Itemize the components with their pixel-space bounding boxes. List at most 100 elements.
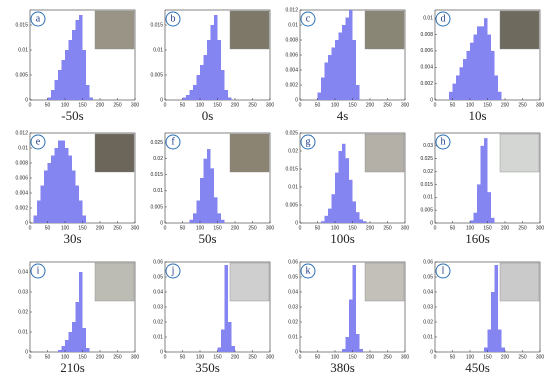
panel-caption: 0s — [202, 108, 214, 123]
histogram-bar — [338, 151, 342, 223]
histogram-bar — [352, 201, 356, 223]
panel-letter: j — [171, 265, 175, 276]
panel-letter-circle — [300, 134, 316, 150]
histogram-bar — [321, 221, 325, 223]
y-tick-label: 0.01 — [288, 22, 298, 28]
y-tick-label: 0 — [25, 97, 28, 103]
y-tick-label: 0.002 — [420, 81, 433, 87]
x-tick-label: 200 — [96, 102, 105, 108]
x-tick-label: 150 — [348, 102, 357, 108]
histogram-bar — [72, 30, 76, 100]
panel-caption: 380s — [330, 360, 355, 375]
histogram-bar — [200, 65, 204, 100]
panel-letter-circle — [165, 134, 181, 150]
y-tick-label: 0.015 — [285, 166, 298, 172]
histogram-bar — [82, 328, 86, 352]
x-tick-label: 50 — [45, 102, 51, 108]
histogram-bar — [352, 265, 356, 352]
histogram-bar — [203, 158, 207, 223]
histogram-bar — [459, 67, 463, 100]
inset-photo — [94, 262, 135, 302]
histogram-bar — [491, 217, 495, 223]
x-tick-label: 200 — [501, 102, 510, 108]
histogram-bar — [207, 40, 211, 100]
histogram-bar — [449, 91, 453, 100]
y-tick-label: 0.02 — [153, 156, 163, 162]
inset-photo — [364, 133, 405, 173]
y-tick-label: 0.005 — [150, 204, 163, 210]
y-tick-label: 0.025 — [285, 130, 298, 136]
x-tick-label: 150 — [483, 102, 492, 108]
x-tick-label: 50 — [180, 354, 186, 360]
x-tick-label: 50 — [315, 102, 321, 108]
x-tick-label: 100 — [61, 225, 70, 231]
y-tick-label: 0 — [25, 349, 28, 355]
histogram-bar — [58, 70, 62, 100]
histogram-bar — [72, 322, 76, 352]
x-tick-label: 300 — [401, 102, 410, 108]
histogram-bar — [75, 302, 79, 352]
panel-letter: k — [306, 265, 311, 276]
x-tick-label: 50 — [180, 225, 186, 231]
histogram-bar — [470, 42, 474, 100]
histogram-bar — [328, 208, 332, 223]
histogram-bar — [68, 332, 72, 352]
histogram-bar — [352, 40, 356, 100]
y-tick-label: 0.04 — [288, 289, 298, 295]
x-tick-label: 50 — [450, 102, 456, 108]
histogram-bar — [72, 170, 76, 223]
histogram-bar — [182, 97, 186, 100]
y-tick-label: 0.02 — [18, 309, 28, 315]
x-tick-label: 250 — [518, 225, 527, 231]
y-tick-label: 0.006 — [15, 175, 28, 181]
y-tick-label: 0.01 — [288, 334, 298, 340]
y-tick-label: 0.02 — [423, 169, 433, 175]
x-tick-label: 100 — [196, 102, 205, 108]
histogram-bar — [82, 50, 86, 100]
x-tick-label: 300 — [401, 354, 410, 360]
x-tick-label: 50 — [450, 354, 456, 360]
y-tick-label: 0.015 — [150, 172, 163, 178]
histogram-bar — [349, 299, 353, 352]
x-tick-label: 100 — [331, 354, 340, 360]
x-tick-label: 100 — [466, 225, 475, 231]
histogram-bar — [491, 292, 495, 352]
histogram-bar — [75, 20, 79, 100]
x-tick-label: 200 — [366, 225, 375, 231]
panel-letter-circle — [30, 134, 46, 150]
x-tick-label: 150 — [213, 225, 222, 231]
y-tick-label: 0 — [430, 97, 433, 103]
histogram-bar — [231, 346, 235, 352]
x-tick-label: 0 — [164, 225, 167, 231]
y-tick-label: 0.06 — [423, 259, 433, 265]
histogram-bar — [193, 85, 197, 100]
x-tick-label: 150 — [348, 225, 357, 231]
y-tick-label: 0.012 — [285, 7, 298, 13]
histogram-bar — [196, 200, 200, 223]
histogram-bar — [359, 349, 363, 352]
y-tick-label: 0.01 — [18, 47, 28, 53]
x-tick-label: 300 — [131, 354, 140, 360]
histogram-bar — [349, 10, 353, 100]
histogram-bar — [331, 194, 335, 223]
histogram-bar — [214, 15, 218, 100]
histogram-bar — [324, 215, 328, 223]
panel-caption: 350s — [195, 360, 220, 375]
panel-letter: b — [171, 13, 176, 24]
y-tick-label: 0.015 — [15, 22, 28, 28]
histogram-bar — [51, 155, 55, 223]
inset-photo — [229, 133, 270, 173]
x-tick-label: 250 — [248, 354, 257, 360]
panel-letter-circle — [30, 263, 46, 279]
y-tick-label: 0.008 — [420, 32, 433, 38]
x-tick-label: 100 — [466, 354, 475, 360]
histogram-bar — [345, 17, 349, 100]
histogram-bar — [494, 265, 498, 352]
x-tick-label: 50 — [315, 354, 321, 360]
y-tick-label: 0.03 — [423, 143, 433, 149]
x-tick-label: 250 — [248, 225, 257, 231]
x-tick-label: 150 — [348, 354, 357, 360]
x-tick-label: 50 — [45, 354, 51, 360]
y-tick-label: 0.03 — [18, 289, 28, 295]
